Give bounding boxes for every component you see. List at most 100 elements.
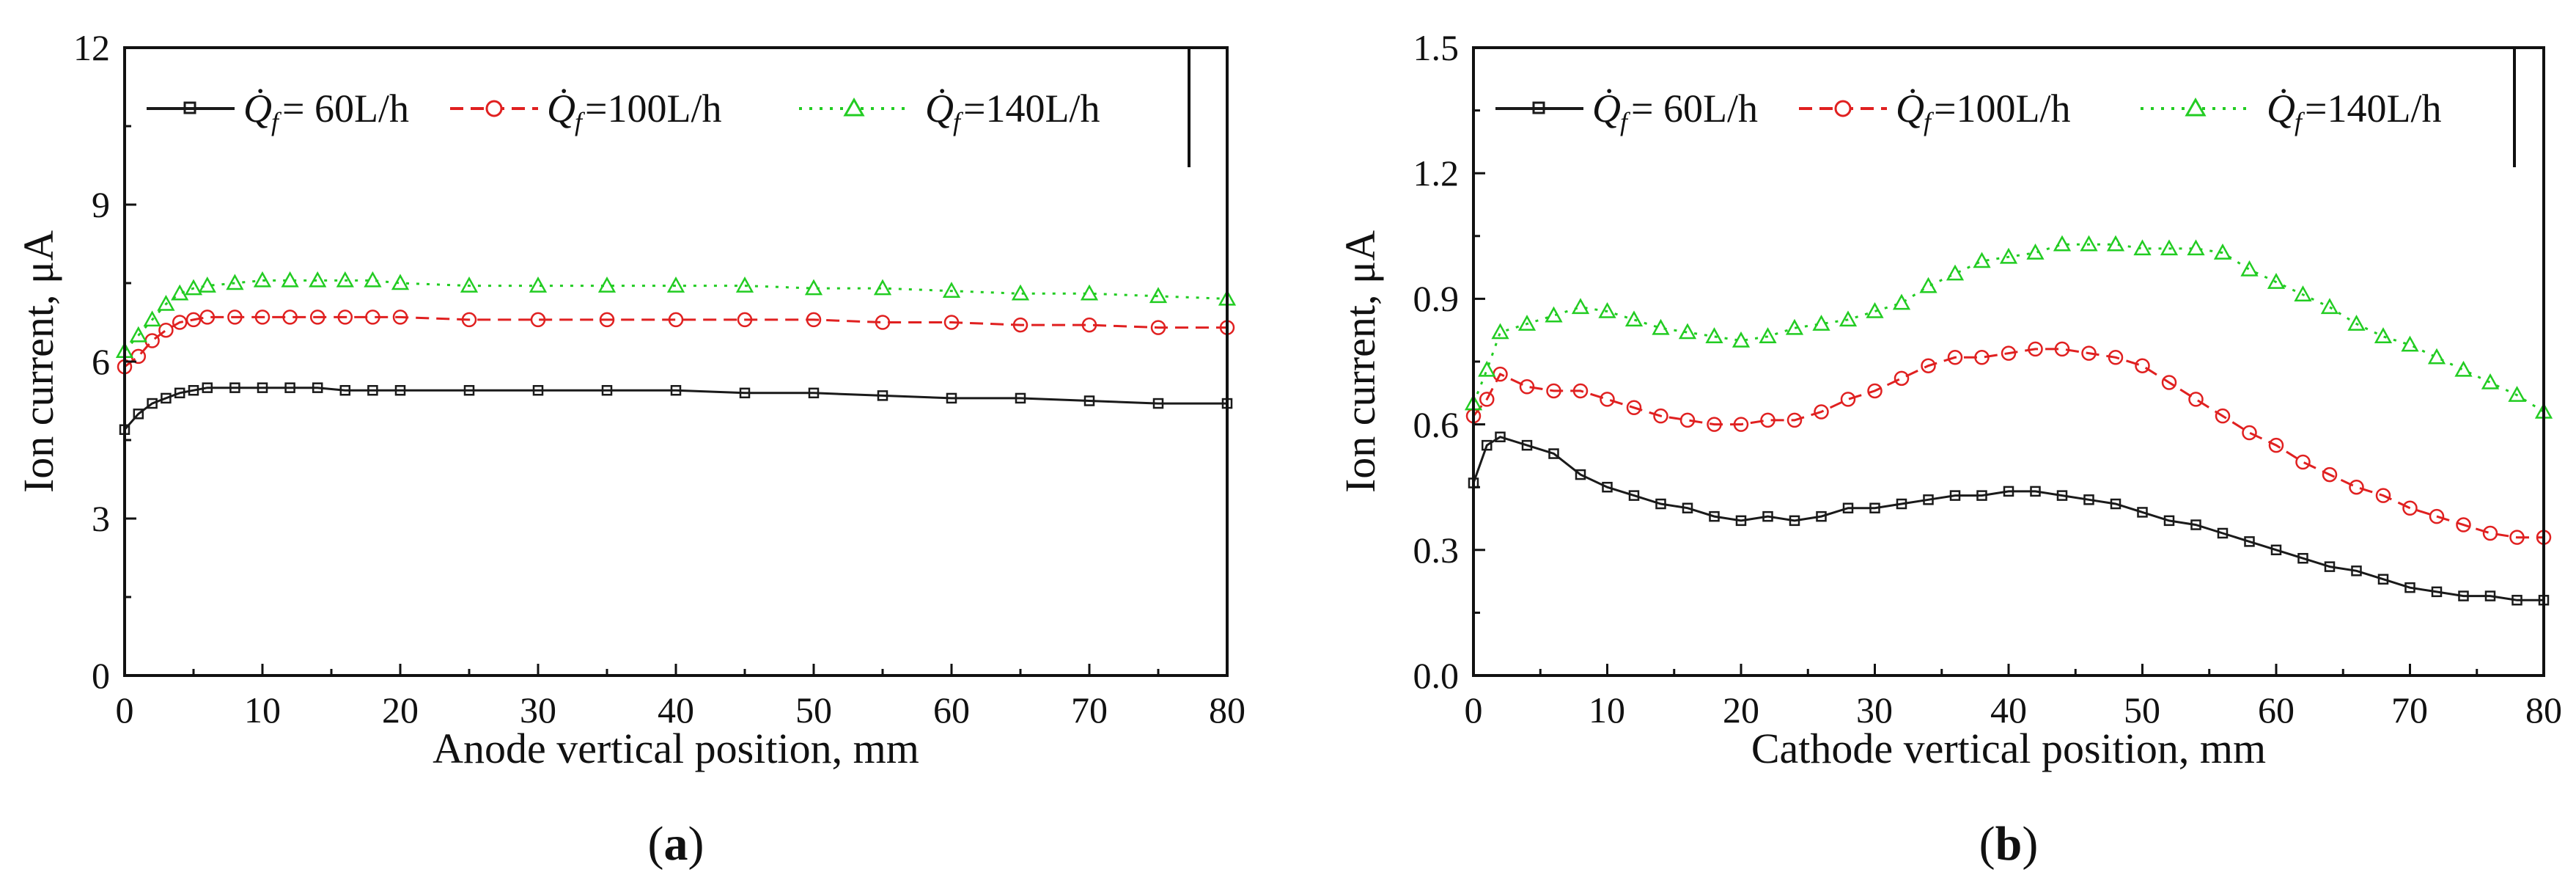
panel-b-caption-close: ) (2022, 817, 2038, 871)
data-point-circle-marker (1546, 383, 1561, 399)
panel-b-xtick-label: 10 (1589, 689, 1625, 731)
data-point-circle-marker (1572, 383, 1589, 399)
panel-a-ticks (123, 46, 1229, 677)
data-point-square-marker (877, 390, 888, 401)
data-point-triangle-marker (1785, 318, 1804, 335)
data-point-circle-marker (461, 312, 477, 328)
panel-a-xtick-label: 10 (244, 689, 281, 731)
data-point-triangle-marker (2508, 386, 2526, 402)
data-point-square-marker (1015, 392, 1026, 404)
legend-60-label: = 60L/h (1631, 87, 1758, 131)
data-point-triangle-marker (460, 276, 479, 293)
panel-b-series-layer (1464, 235, 2553, 606)
panel-a-ytick-label: 12 (73, 27, 110, 68)
data-point-triangle-marker (2401, 335, 2419, 352)
panel-b-ytick-label: 0.0 (1413, 655, 1460, 696)
data-point-square-marker (257, 382, 268, 393)
data-point-triangle-marker (171, 284, 189, 301)
data-point-circle-marker (1974, 350, 1990, 365)
data-point-triangle-marker (391, 274, 410, 290)
data-point-circle-marker (1894, 370, 1910, 387)
data-point-triangle-marker (1999, 247, 2018, 264)
data-point-circle-marker (1600, 392, 1615, 407)
legend-60-marker (183, 101, 196, 114)
data-point-square-marker (1655, 498, 1666, 510)
legend-140-label: =140L/h (963, 87, 1100, 131)
data-point-triangle-marker (1478, 360, 1496, 377)
data-point-circle-marker (2322, 466, 2338, 483)
data-point-triangle-marker (281, 271, 299, 288)
data-point-triangle-marker (198, 276, 216, 293)
series-line-s140 (123, 279, 1228, 352)
data-point-circle-marker (1814, 404, 1829, 420)
data-point-square-marker (339, 384, 351, 396)
data-point-triangle-marker (597, 276, 617, 293)
data-point-triangle-marker (2160, 239, 2179, 256)
panel-a-ytick-label: 9 (92, 184, 110, 225)
data-point-square-marker (1575, 469, 1586, 480)
data-point-circle-marker (1626, 400, 1642, 416)
data-point-triangle-marker (666, 276, 685, 293)
panel-a-xtick-label: 20 (382, 689, 419, 731)
panel-a-xtick-label: 70 (1071, 689, 1108, 731)
panel-b-ticks (1472, 46, 2545, 677)
data-point-circle-marker (2108, 350, 2124, 365)
data-point-square-marker (133, 409, 144, 420)
data-point-triangle-marker (253, 271, 272, 288)
data-point-triangle-marker (735, 276, 754, 293)
data-point-circle-marker (1679, 412, 1696, 428)
data-point-circle-marker (599, 312, 615, 328)
data-point-triangle-marker (804, 279, 823, 296)
panel-a-caption-open: ( (648, 817, 664, 871)
data-point-triangle-marker (1011, 284, 1030, 301)
data-point-triangle-marker (1946, 264, 1965, 281)
panel-b-x-axis-title: Cathode vertical position, mm (1751, 725, 2266, 772)
panel-b-xtick-label: 20 (1723, 689, 1759, 731)
data-point-triangle-marker (2187, 239, 2205, 256)
data-point-circle-marker (254, 310, 271, 325)
data-point-square-marker (463, 384, 475, 396)
legend-100-symbol: Q̇ (547, 87, 575, 131)
data-point-triangle-marker (1571, 298, 1590, 315)
data-point-triangle-marker (2213, 244, 2232, 260)
data-point-triangle-marker (2240, 260, 2259, 277)
data-point-square-marker (1602, 481, 1613, 493)
data-point-triangle-marker (2320, 298, 2339, 315)
data-point-circle-marker (2028, 341, 2043, 357)
panel-b-xtick-label: 0 (1465, 689, 1483, 731)
data-point-square-marker (2484, 590, 2496, 601)
data-point-square-marker (1735, 515, 1747, 527)
data-point-square-marker (1521, 439, 1533, 451)
legend-60-symbol: Q̇ (243, 87, 272, 131)
panel-b-caption: (b) (1979, 817, 2039, 871)
data-point-square-marker (394, 384, 406, 396)
panel-a-caption: (a) (648, 817, 704, 871)
panel-a-ytick-label: 3 (92, 498, 110, 539)
data-point-circle-marker (2081, 345, 2097, 361)
data-point-square-marker (1152, 398, 1164, 409)
data-point-circle-marker (1867, 383, 1883, 399)
data-point-triangle-marker (226, 274, 244, 290)
panel-b-caption-open: ( (1979, 817, 1995, 871)
data-point-square-marker (188, 384, 199, 396)
data-point-square-marker (2270, 544, 2282, 556)
data-point-square-marker (532, 384, 544, 396)
data-point-triangle-marker (529, 276, 548, 293)
data-point-circle-marker (2295, 454, 2311, 470)
legend-140-symbol: Q̇ (925, 87, 954, 131)
data-point-square-marker (229, 382, 240, 393)
data-point-triangle-marker (1149, 287, 1168, 304)
data-point-circle-marker (668, 312, 684, 328)
data-point-circle-marker (1653, 408, 1668, 424)
data-point-square-marker (2217, 527, 2229, 539)
data-point-triangle-marker (1678, 323, 1697, 340)
data-point-square-marker (1842, 502, 1854, 513)
data-point-square-marker (1923, 494, 1934, 505)
panel-b-ytick-label: 1.5 (1413, 27, 1460, 68)
data-point-circle-marker (2161, 375, 2177, 390)
data-point-triangle-marker (364, 271, 382, 288)
data-point-square-marker (174, 387, 185, 399)
data-point-triangle-marker (2053, 235, 2072, 252)
